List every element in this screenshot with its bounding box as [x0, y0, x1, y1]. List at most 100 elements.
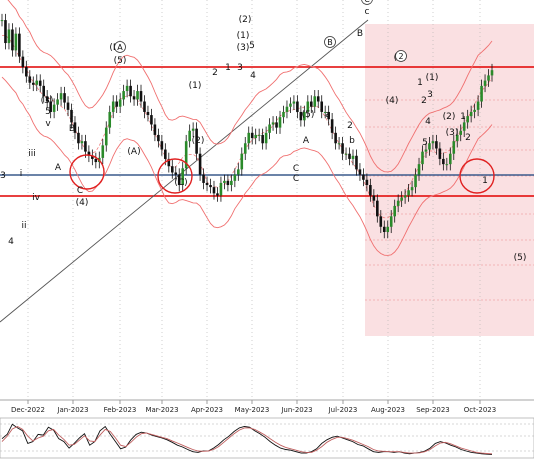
candle-body	[257, 134, 261, 136]
candle-body	[362, 174, 365, 180]
wave-label-39: 5	[422, 138, 428, 148]
candle-body	[80, 141, 84, 144]
wave-label-17: (1)	[189, 81, 202, 91]
candle-body	[108, 111, 112, 128]
wave-label-26: (3)	[237, 43, 250, 53]
x-tick-label: Apr-2023	[191, 406, 223, 414]
wave-label-29: A	[303, 136, 310, 146]
candle-body	[421, 151, 424, 165]
candle-body	[66, 102, 70, 110]
circled-label-3: 2	[398, 52, 403, 61]
x-tick-label: Mar-2023	[145, 406, 178, 414]
candle-body	[18, 33, 21, 57]
circled-label-ring-2	[361, 0, 373, 5]
highlight-circle-0	[69, 154, 105, 190]
candle-body	[59, 93, 63, 100]
candle-body	[118, 99, 122, 107]
x-axis-band	[0, 400, 534, 414]
wave-label-35: 1	[417, 78, 423, 88]
candle-body	[428, 143, 431, 150]
candle-body	[292, 101, 296, 104]
wave-label-46: 2	[347, 121, 353, 131]
candle-body	[125, 85, 129, 92]
candle-body	[146, 111, 150, 116]
x-tick-label: Dec-2022	[11, 406, 45, 414]
candle-body	[285, 106, 289, 112]
circled-label-1: B	[327, 38, 333, 47]
candle-body	[170, 166, 174, 173]
candle-body	[237, 169, 240, 175]
wave-label-27: C	[293, 174, 299, 184]
candle-body	[344, 153, 348, 155]
candle-body	[250, 132, 254, 139]
wave-label-23: 5	[249, 41, 255, 51]
candle-body	[104, 127, 108, 146]
x-tick-label: Jun-2023	[280, 406, 312, 414]
candle-body	[490, 70, 494, 76]
candle-body	[442, 158, 445, 165]
candle-body	[487, 75, 490, 81]
candle-body	[157, 134, 160, 142]
wave-label-7: (3)	[41, 96, 54, 106]
x-tick-label: May-2023	[235, 406, 270, 414]
wave-label-18: (2)	[192, 136, 205, 146]
middle-band	[1, 34, 493, 219]
wave-label-11: C	[77, 186, 83, 196]
candle-body	[448, 153, 452, 165]
candle-body	[348, 153, 351, 159]
x-tick-label: Jul-2023	[328, 406, 358, 414]
candle-body	[38, 80, 42, 86]
upper-band	[7, 0, 493, 173]
candle-body	[306, 101, 310, 112]
candle-body	[164, 149, 167, 159]
x-tick-label: Aug-2023	[371, 406, 405, 414]
candle-body	[400, 197, 403, 201]
candle-body	[209, 185, 212, 188]
candle-body	[296, 101, 299, 112]
candle-body	[31, 82, 35, 85]
candle-body	[424, 149, 428, 152]
candle-body	[254, 134, 257, 139]
candle-body	[330, 119, 334, 133]
circled-label-ring-3	[395, 50, 407, 62]
candle-body	[212, 187, 216, 194]
wave-label-36: 2	[421, 96, 427, 106]
candle-body	[275, 122, 278, 128]
oscillator-line-0	[1, 423, 493, 456]
candle-body	[271, 122, 275, 125]
candle-body	[132, 96, 136, 100]
candle-body	[129, 85, 132, 97]
wave-label-1: 4	[8, 237, 14, 247]
candle-body	[417, 164, 421, 175]
wave-label-33: (4)	[386, 96, 399, 106]
candle-body	[52, 104, 56, 112]
candle-body	[389, 216, 393, 227]
wave-label-45: 1	[482, 176, 488, 186]
wave-label-32: c	[365, 7, 370, 17]
wave-label-6: v	[45, 119, 51, 129]
candle-body	[358, 169, 362, 175]
candle-body	[101, 145, 105, 158]
candle-body	[264, 132, 268, 144]
candle-body	[282, 111, 285, 118]
wave-label-5: iv	[32, 193, 41, 203]
wave-label-10: A	[55, 163, 62, 173]
candle-body	[393, 205, 396, 217]
candle-body	[160, 141, 164, 150]
candle-body	[382, 226, 386, 232]
lower-band	[1, 76, 493, 256]
candle-body	[320, 101, 324, 112]
candle-body	[323, 111, 327, 113]
wave-label-25: (2)	[239, 15, 252, 25]
wave-label-49: B	[357, 29, 363, 39]
candle-body	[309, 101, 313, 107]
candle-body	[414, 174, 417, 188]
wave-label-22: 4	[250, 71, 256, 81]
candle-body	[431, 141, 435, 144]
candle-body	[445, 164, 449, 166]
candle-body	[45, 96, 49, 102]
x-tick-label: Feb-2023	[104, 406, 137, 414]
candle-body	[407, 190, 410, 196]
wave-label-28: (5)	[302, 110, 315, 120]
candle-body	[223, 180, 226, 183]
